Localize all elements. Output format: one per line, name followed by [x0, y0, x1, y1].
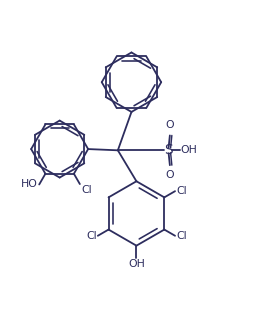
Text: HO: HO [21, 179, 38, 189]
Text: O: O [166, 121, 174, 131]
Text: OH: OH [128, 259, 145, 269]
Text: Cl: Cl [81, 185, 92, 195]
Text: S: S [164, 143, 173, 157]
Text: Cl: Cl [176, 186, 187, 196]
Text: O: O [166, 170, 174, 180]
Text: Cl: Cl [86, 231, 96, 241]
Text: Cl: Cl [176, 231, 187, 241]
Text: OH: OH [181, 145, 197, 155]
